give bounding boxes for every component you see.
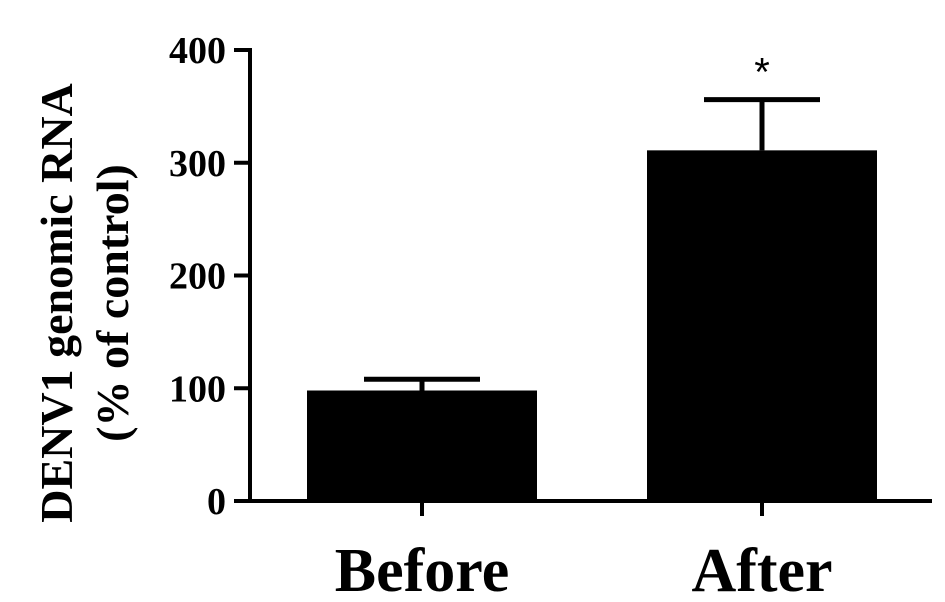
y-tick-label-4: 400 (169, 30, 226, 72)
y-tick-label-0: 0 (207, 481, 226, 523)
bar-before (307, 390, 537, 501)
significance-marker: * (754, 51, 770, 95)
y-axis-title-line-2: (% of control) (87, 164, 138, 442)
bars (307, 97, 877, 501)
y-axis-title: DENV1 genomic RNA (% of control) (31, 83, 138, 523)
y-tick-label-3: 300 (169, 143, 226, 185)
x-tick-label-before: Before (335, 537, 509, 602)
y-tick-label-1: 100 (169, 368, 226, 410)
y-axis-title-line-1: DENV1 genomic RNA (31, 83, 82, 523)
x-tick-label-after: After (691, 537, 832, 602)
y-tick-label-2: 200 (169, 256, 226, 298)
bar-after (647, 150, 877, 501)
labels: 0 100 200 300 400 Before After * (169, 30, 833, 602)
